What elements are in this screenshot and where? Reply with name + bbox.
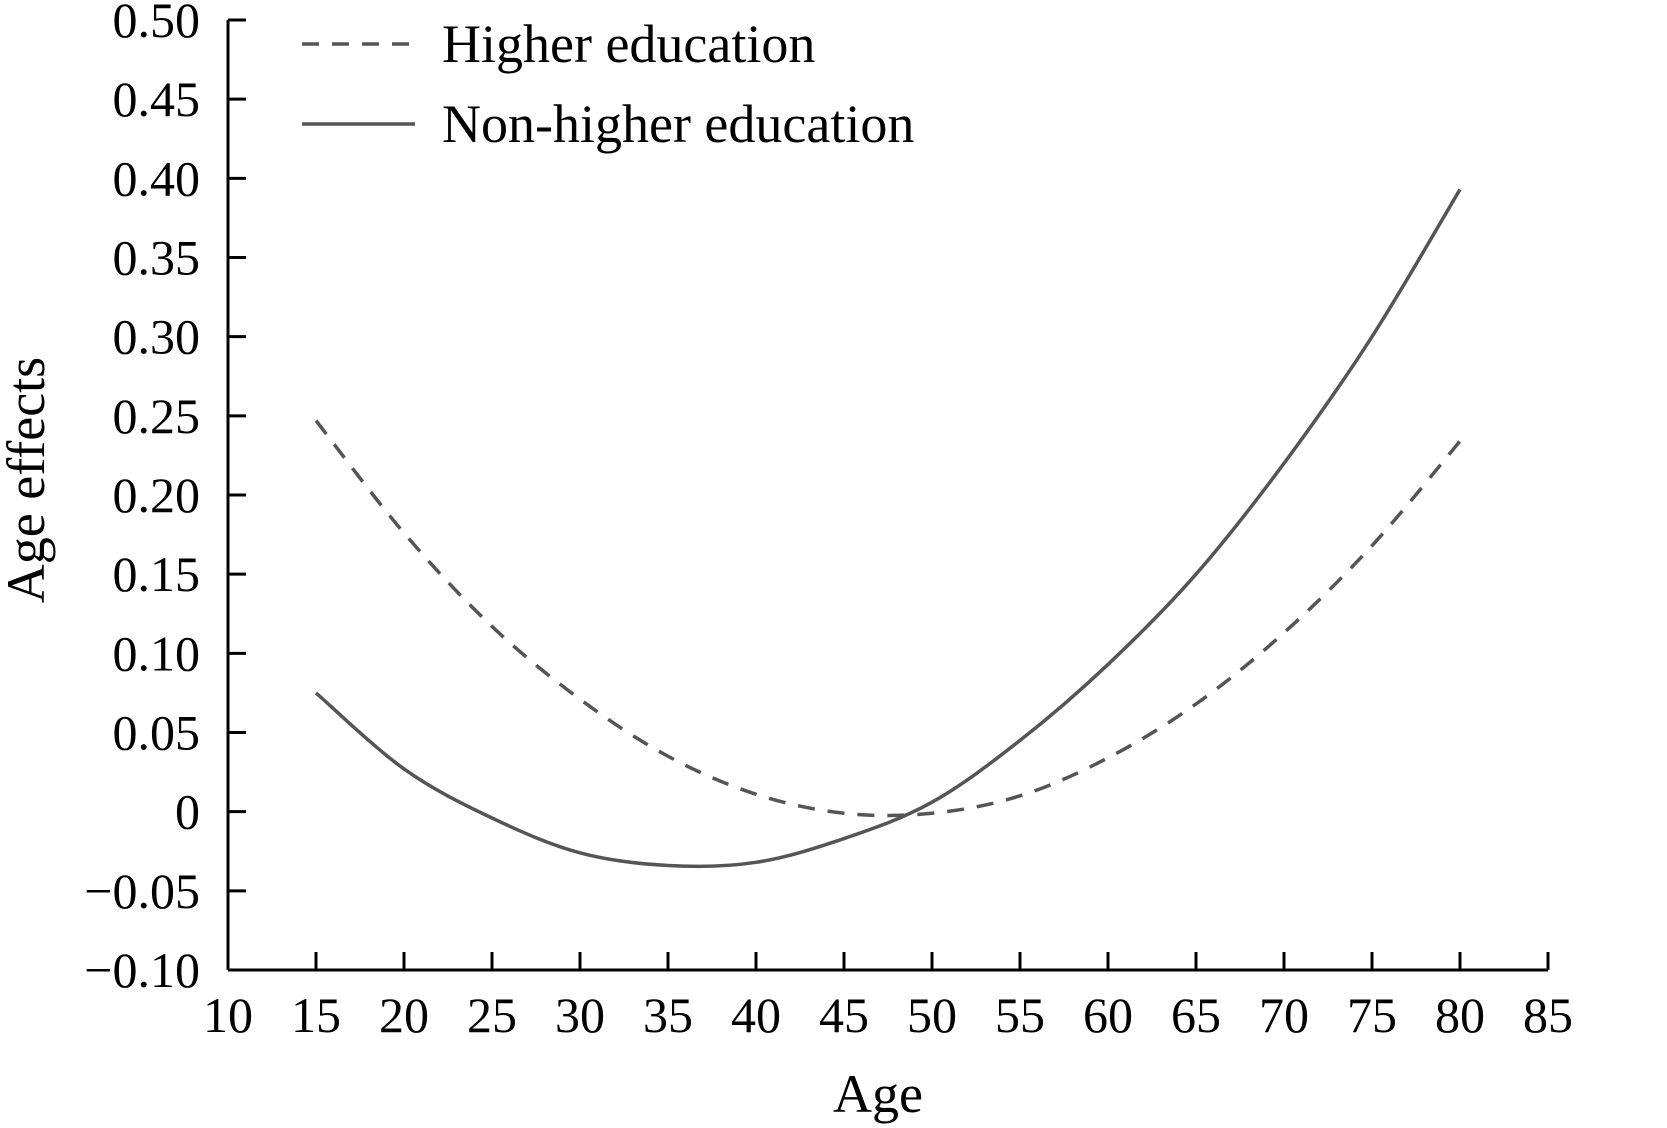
x-axis-title: Age	[833, 1064, 923, 1124]
chart-series	[314, 188, 1462, 869]
series-line-non-higher-education	[314, 188, 1462, 869]
legend-label-higher-education: Higher education	[442, 14, 815, 74]
series-line-higher-education	[314, 419, 1462, 818]
y-tick-label: 0.20	[113, 467, 201, 523]
x-tick-label: 85	[1523, 987, 1573, 1043]
x-tick-label: 25	[467, 987, 517, 1043]
y-tick-label: 0.05	[113, 705, 201, 761]
y-tick-label: −0.05	[84, 863, 200, 919]
y-tick-label: 0.25	[113, 388, 201, 444]
x-tick-label: 80	[1435, 987, 1485, 1043]
x-tick-label: 20	[379, 987, 429, 1043]
legend: Higher education Non-higher education	[302, 14, 914, 154]
x-tick-label: 40	[731, 987, 781, 1043]
y-tick-label: 0.40	[113, 150, 201, 206]
x-tick-label: 45	[819, 987, 869, 1043]
y-tick-label: −0.10	[84, 942, 200, 998]
x-tick-label: 15	[291, 987, 341, 1043]
x-tick-label: 50	[907, 987, 957, 1043]
x-tick-label: 10	[203, 987, 253, 1043]
y-tick-label: 0.10	[113, 625, 201, 681]
y-tick-label: 0	[175, 784, 200, 840]
x-tick-label: 60	[1083, 987, 1133, 1043]
x-tick-label: 75	[1347, 987, 1397, 1043]
y-tick-label: 0.50	[113, 0, 201, 48]
y-axis-ticks: 0.50 0.45 0.40 0.35 0.30 0.25 0.20 0.15 0.10 0.05…	[84, 0, 246, 998]
x-tick-label: 65	[1171, 987, 1221, 1043]
y-axis-title: Age effects	[0, 357, 56, 603]
x-tick-label: 35	[643, 987, 693, 1043]
x-tick-label: 55	[995, 987, 1045, 1043]
x-axis-ticks: 10 15 20 25 30 35 40 45 50 55 60 65 70 75 80 85	[203, 952, 1573, 1043]
x-tick-label: 70	[1259, 987, 1309, 1043]
y-tick-label: 0.30	[113, 309, 201, 365]
y-tick-label: 0.15	[113, 546, 201, 602]
legend-label-non-higher-education: Non-higher education	[442, 94, 914, 154]
y-tick-label: 0.35	[113, 230, 201, 286]
x-tick-label: 30	[555, 987, 605, 1043]
y-tick-label: 0.45	[113, 71, 201, 127]
